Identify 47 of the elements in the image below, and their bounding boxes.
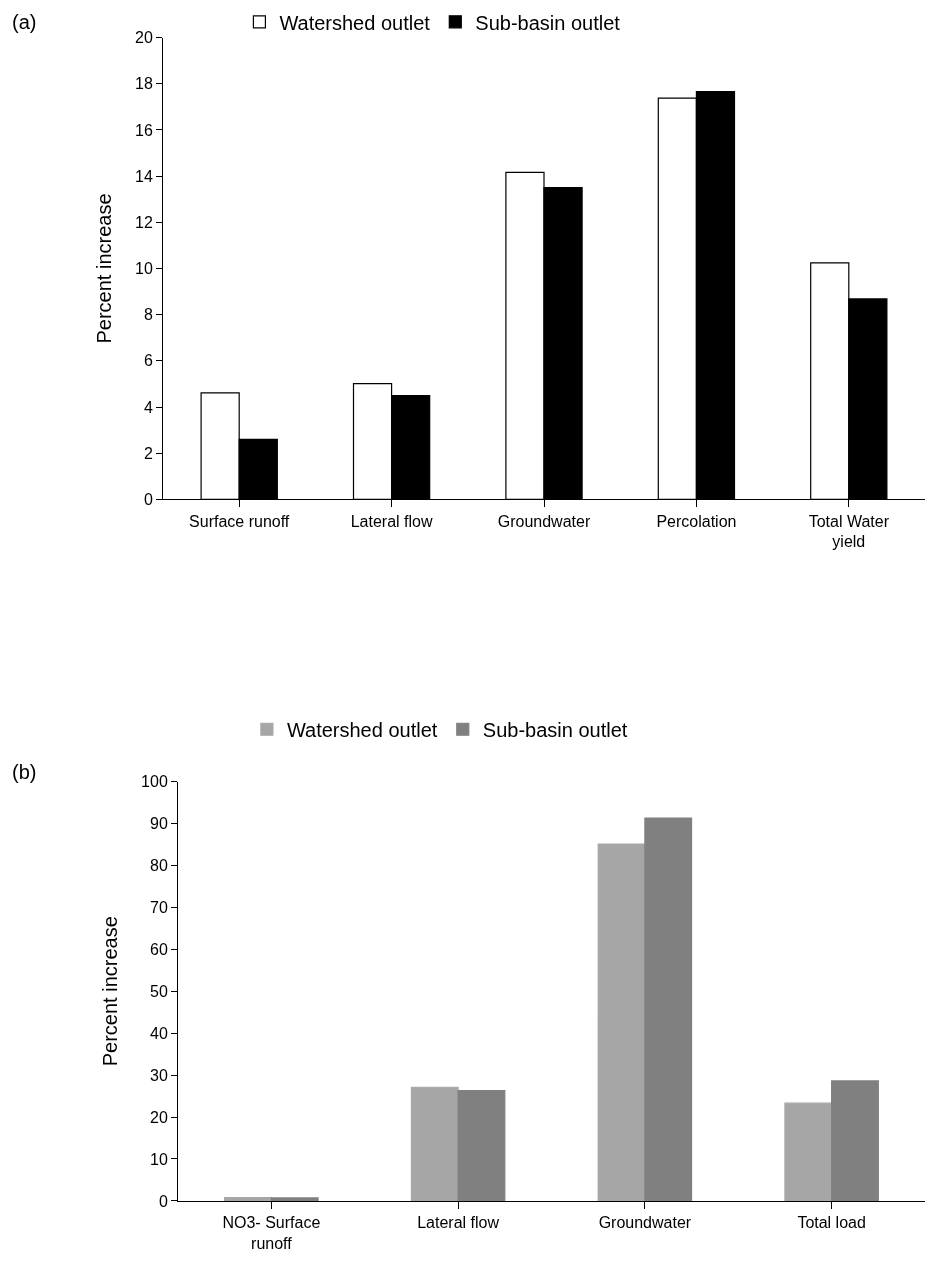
bar — [270, 1197, 319, 1201]
chart-title: (b) — [12, 761, 37, 783]
y-tick-label: 12 — [135, 213, 153, 231]
x-tick-label: Lateral flow — [417, 1214, 500, 1232]
x-tick-label: Percolation — [656, 512, 737, 530]
y-tick-label: 80 — [150, 857, 168, 875]
y-tick-label: 2 — [143, 444, 153, 462]
y-tick-label: 90 — [150, 815, 168, 833]
y-tick-label: 0 — [158, 1192, 168, 1210]
x-tick-label: Groundwater — [497, 512, 591, 530]
y-tick-label: 10 — [150, 1150, 168, 1168]
legend-label: Watershed outlet — [279, 11, 431, 34]
bar — [644, 817, 693, 1201]
y-axis-title: Percent increase — [98, 916, 121, 1067]
y-tick-label: 50 — [150, 982, 168, 1000]
legend-label: Watershed outlet — [286, 719, 438, 742]
chart-title: (a) — [12, 11, 37, 33]
y-tick-label: 40 — [150, 1024, 168, 1042]
y-tick-label: 20 — [135, 29, 153, 47]
bar — [597, 843, 646, 1201]
y-tick-label: 30 — [150, 1066, 168, 1084]
y-tick-label: 16 — [135, 121, 153, 139]
legend-label: Sub-basin outlet — [475, 11, 621, 34]
bar — [224, 1196, 272, 1201]
legend-label: Sub-basin outlet — [482, 719, 628, 742]
y-tick-label: 8 — [143, 306, 153, 324]
y-tick-label: 0 — [143, 490, 153, 508]
x-tick-label: NO3- Surface runoff — [222, 1214, 321, 1252]
y-tick-label: 10 — [135, 260, 153, 278]
y-tick-label: 6 — [143, 352, 153, 370]
x-tick-label: Lateral flow — [350, 512, 433, 530]
y-tick-label: 18 — [135, 75, 153, 93]
bar — [831, 1080, 879, 1201]
x-tick-label: Total load — [797, 1214, 866, 1232]
y-tick-label: 14 — [135, 167, 153, 185]
y-axis-title: Percent increase — [92, 193, 115, 344]
y-tick-label: 100 — [141, 773, 168, 791]
x-tick-label: Surface runoff — [189, 512, 290, 530]
y-tick-label: 60 — [150, 940, 168, 958]
bar — [457, 1090, 506, 1201]
y-tick-label: 70 — [150, 898, 168, 916]
bar — [410, 1086, 459, 1201]
x-tick-label: Total Water yield — [808, 512, 890, 551]
bar — [784, 1102, 833, 1201]
x-tick-label: Groundwater — [598, 1214, 692, 1232]
y-tick-label: 4 — [143, 398, 153, 416]
y-tick-label: 20 — [150, 1108, 168, 1126]
